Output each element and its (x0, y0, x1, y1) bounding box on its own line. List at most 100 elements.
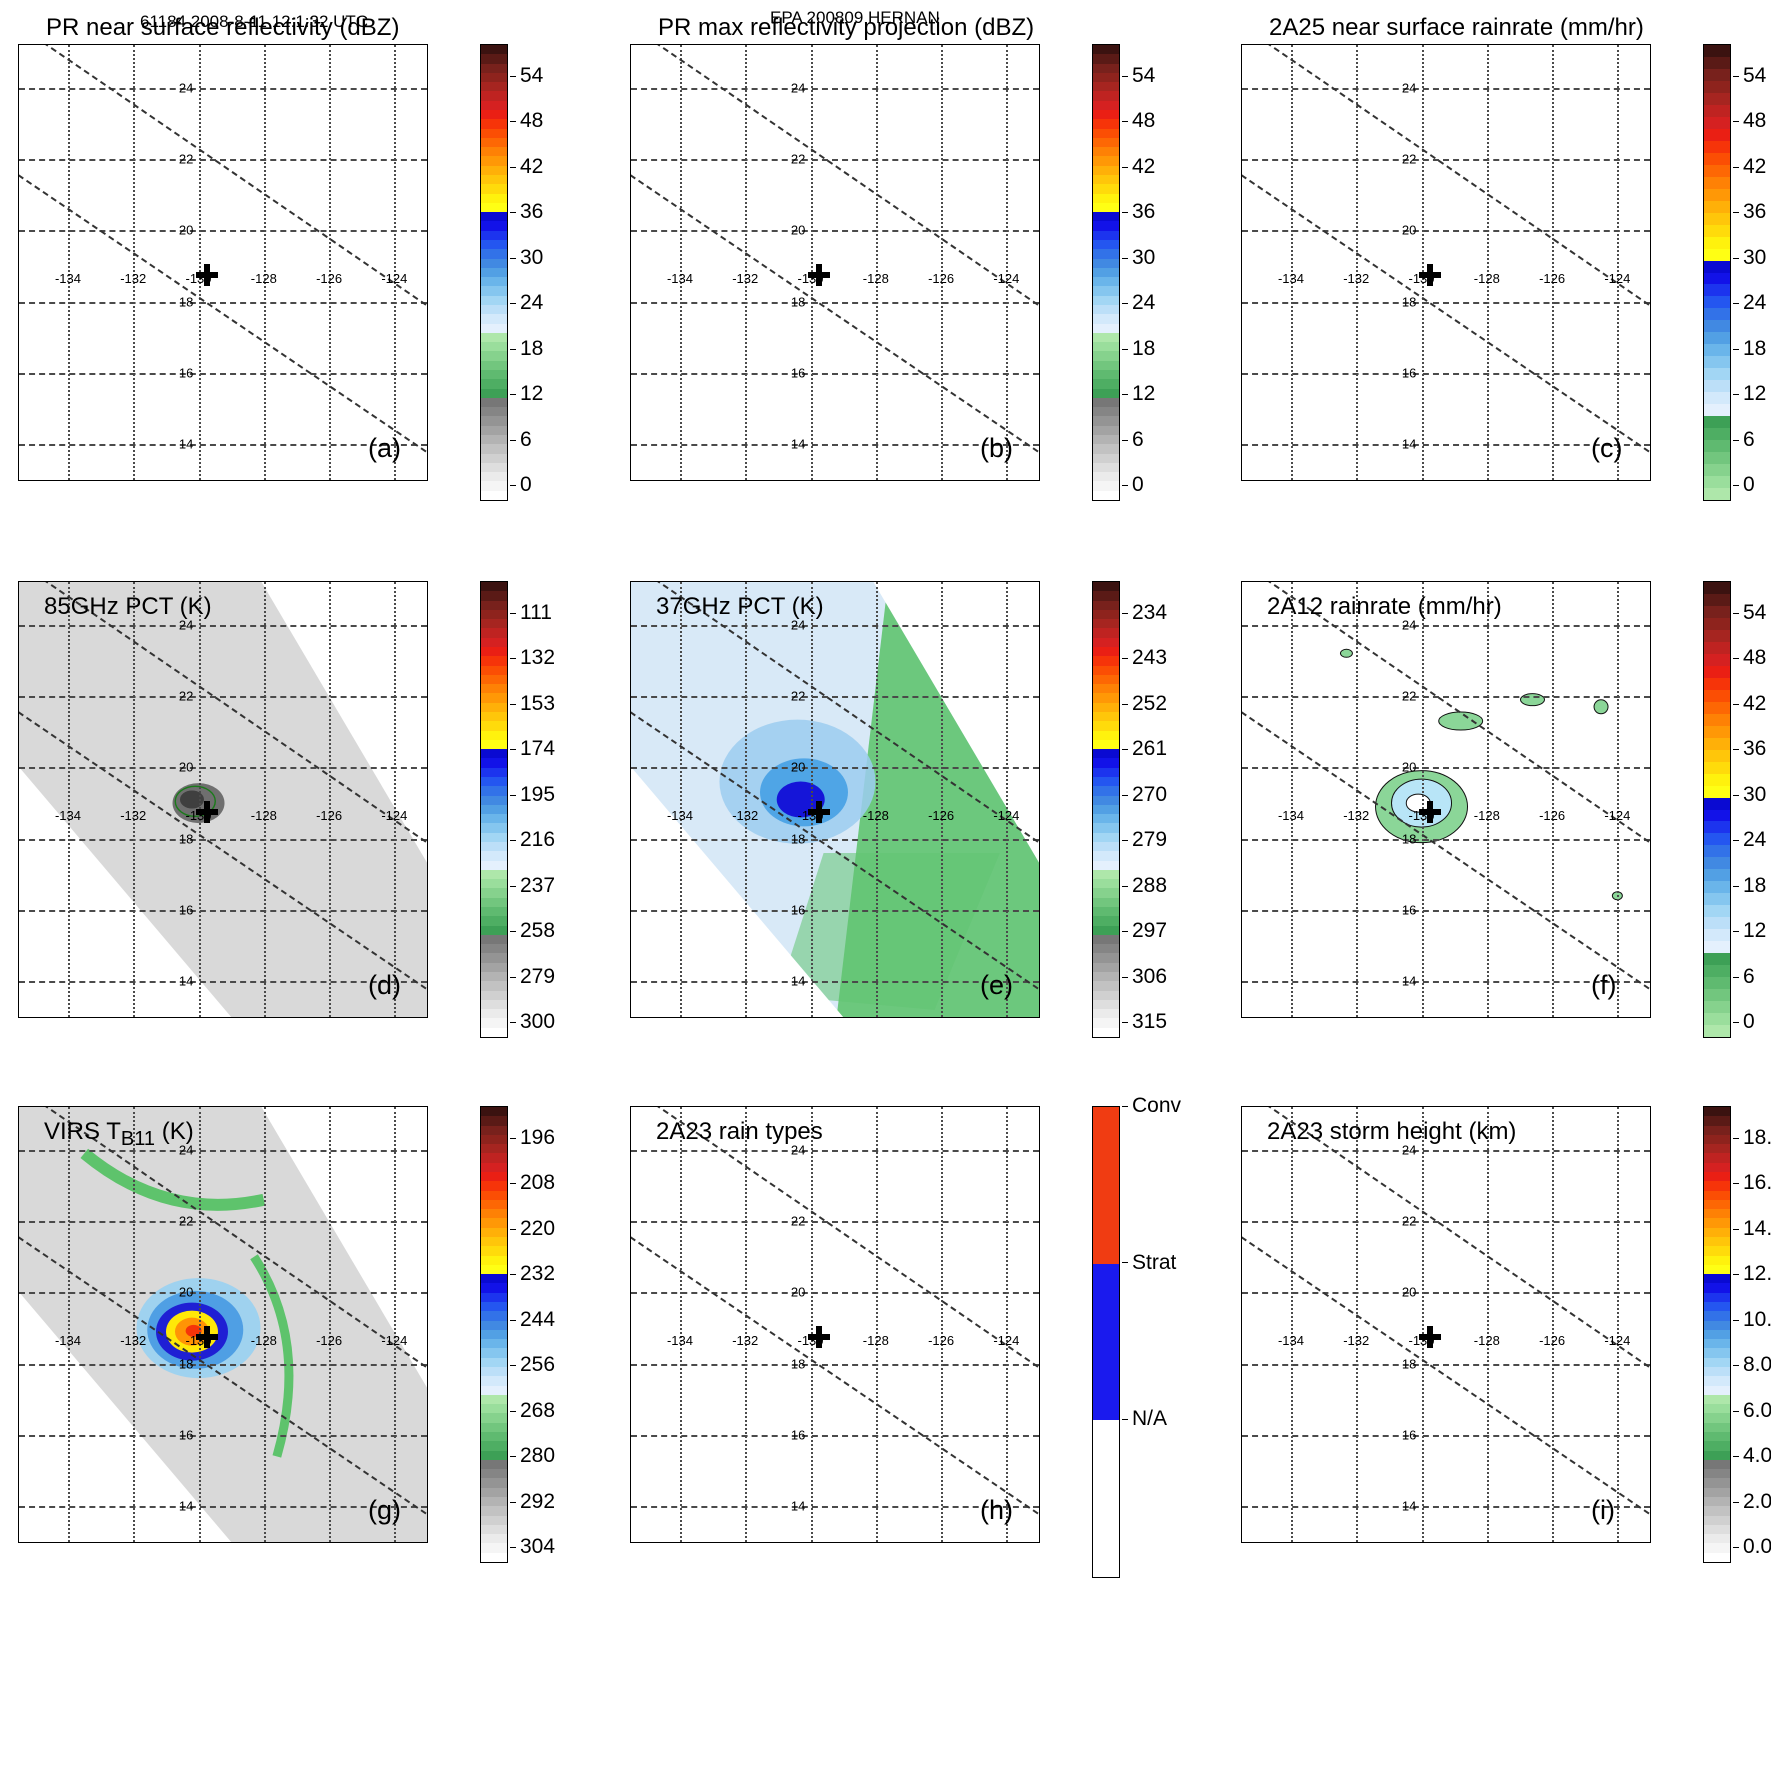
colorbar-segment (481, 609, 507, 620)
panel-title-b: PR max reflectivity projection (dBZ) (658, 14, 1035, 41)
colorbar-segment (1704, 1209, 1730, 1219)
colorbar-tick-label: 24 (1733, 291, 1766, 315)
colorbar-segment (1704, 821, 1730, 834)
colorbar-segment (1093, 619, 1119, 629)
panel-label-c: (c) (1591, 433, 1623, 463)
colorbar-segment (1093, 444, 1119, 454)
colorbar-segment (481, 749, 507, 759)
colorbar-segment (1093, 888, 1119, 898)
gridline-vertical (1486, 45, 1489, 480)
gridline-vertical (1356, 1107, 1359, 1542)
colorbar-segment (1704, 857, 1730, 870)
colorbar-segment (481, 1218, 507, 1228)
colorbar-segment (1093, 258, 1119, 268)
y-axis-tick-label: 22 (1401, 688, 1417, 704)
colorbar-segment (481, 1302, 507, 1312)
gridline-horizontal (1242, 1149, 1650, 1152)
x-axis-tick-label: -134 (1277, 808, 1304, 824)
colorbar-tick-label: 36 (1122, 200, 1155, 224)
colorbar-tick-label: 54 (1733, 64, 1766, 88)
colorbar-segment (1704, 1339, 1730, 1349)
gridline-horizontal (1242, 910, 1650, 913)
colorbar-tick-label: 4.0 (1733, 1444, 1771, 1468)
colorbar-segment (1093, 795, 1119, 805)
colorbar-tick-label: 132 (510, 646, 555, 670)
panel-title-c: 2A25 near surface rainrate (mm/hr) (1269, 14, 1644, 41)
colorbar-segment (1093, 100, 1119, 110)
colorbar-segment (1704, 1432, 1730, 1442)
colorbar-segment (1704, 212, 1730, 225)
gridline-vertical (745, 1107, 748, 1542)
colorbar-segment (1704, 1348, 1730, 1358)
plot-area-f[interactable]: -134 -132 -130 -128 -126 -124 24 22 20 18 16 14 (1241, 581, 1651, 1018)
colorbar-tick-label: 48 (1733, 646, 1766, 670)
colorbar-segment (1704, 605, 1730, 618)
colorbar-segment (1093, 814, 1119, 824)
gridline-vertical (1617, 45, 1620, 480)
x-axis-tick-label: -132 (732, 271, 759, 287)
colorbar-segment (1093, 184, 1119, 194)
gridline-vertical (1421, 45, 1424, 480)
y-axis-tick-label: 18 (790, 294, 806, 310)
gridline-horizontal (631, 696, 1039, 699)
panel-b: -134 -132 -130 -128 -126 -124 24 22 20 18 16 14 PR m… (630, 14, 1208, 531)
colorbar-segment (1704, 116, 1730, 129)
colorbar-segment (481, 637, 507, 647)
plot-area-e[interactable]: -134 -132 -130 -128 -126 -124 24 22 20 18 16 14 (630, 581, 1040, 1018)
y-axis-tick-label: 16 (790, 902, 806, 918)
colorbar-segment (1704, 965, 1730, 978)
colorbar-tick-label: 279 (510, 965, 555, 989)
colorbar-segment (1704, 1153, 1730, 1163)
colorbar-segment (1093, 832, 1119, 842)
colorbar-segment (1093, 63, 1119, 73)
gridline-horizontal (1242, 1363, 1650, 1366)
colorbar-segment (1704, 1329, 1730, 1340)
x-axis-tick-label: -128 (1473, 1333, 1500, 1349)
colorbar-segment (481, 990, 507, 1000)
colorbar-segment (1704, 1311, 1730, 1321)
colorbar-segment (1093, 749, 1119, 759)
plot-area-i[interactable]: -134 -132 -130 -128 -126 -124 24 22 20 18 16 14 (1241, 1106, 1651, 1543)
x-axis-tick-label: -124 (993, 1333, 1020, 1349)
y-axis-tick-label: 24 (178, 80, 194, 96)
gridline-horizontal (631, 838, 1039, 841)
colorbar-segment (1704, 1025, 1730, 1037)
gridline-horizontal (631, 1149, 1039, 1152)
colorbar-segment (1093, 490, 1119, 500)
colorbar-segment (481, 277, 507, 287)
gridline-horizontal (1242, 373, 1650, 376)
gridline-horizontal (631, 373, 1039, 376)
colorbar-segment (1704, 1450, 1730, 1460)
colorbar-segment (1704, 236, 1730, 249)
colorbar-tick-label: 30 (1122, 246, 1155, 270)
plot-area-h[interactable]: -134 -132 -130 -128 -126 -124 24 22 20 18 16 14 (630, 1106, 1040, 1543)
panel-h: -134 -132 -130 -128 -126 -124 24 22 20 18 16 14 2A23… (630, 1094, 1208, 1593)
colorbar-segment (481, 1552, 507, 1562)
colorbar-segment (481, 267, 507, 278)
y-axis-tick-label: 14 (1401, 973, 1417, 989)
colorbar-segment (1093, 202, 1119, 213)
x-axis-tick-label: -132 (1343, 1333, 1370, 1349)
colorbar-segment (1704, 977, 1730, 990)
plot-area-c[interactable]: -134 -132 -130 -128 -126 -124 24 22 20 18 16 14 (1241, 44, 1651, 481)
plot-area-a[interactable]: -134 -132 -130 -128 -126 -124 24 22 20 18 16 14 (18, 44, 428, 481)
colorbar-segment (1093, 582, 1119, 592)
y-axis-tick-label: 20 (790, 1284, 806, 1300)
colorbar-tick-label: 36 (1733, 200, 1766, 224)
panel-i: -134 -132 -130 -128 -126 -124 24 22 20 18 16 14 2A23… (1241, 1098, 1771, 1593)
gridline-vertical (1552, 582, 1555, 1017)
colorbar-segment (1093, 453, 1119, 463)
plot-area-d[interactable]: -134 -132 -130 -128 -126 -124 24 22 20 18 16 14 (18, 581, 428, 1018)
colorbar-segment (1704, 1506, 1730, 1516)
plot-area-b[interactable]: -134 -132 -130 -128 -126 -124 24 22 20 18 16 14 (630, 44, 1040, 481)
x-axis-tick-label: -126 (1539, 271, 1566, 287)
plot-area-g[interactable]: -134 -132 -130 -128 -126 -124 24 22 20 18 16 14 (18, 1106, 428, 1543)
x-axis-tick-label: -126 (1539, 808, 1566, 824)
panel-g: -134 -132 -130 -128 -126 -124 24 22 20 18 16 14 VIRS… (18, 1098, 596, 1593)
colorbar-segment (481, 202, 507, 213)
colorbar-segment (481, 193, 507, 203)
colorbar-segment (481, 619, 507, 629)
x-axis-tick-label: -126 (1539, 1333, 1566, 1349)
colorbar-segment (481, 119, 507, 129)
y-axis-tick-label: 14 (790, 973, 806, 989)
